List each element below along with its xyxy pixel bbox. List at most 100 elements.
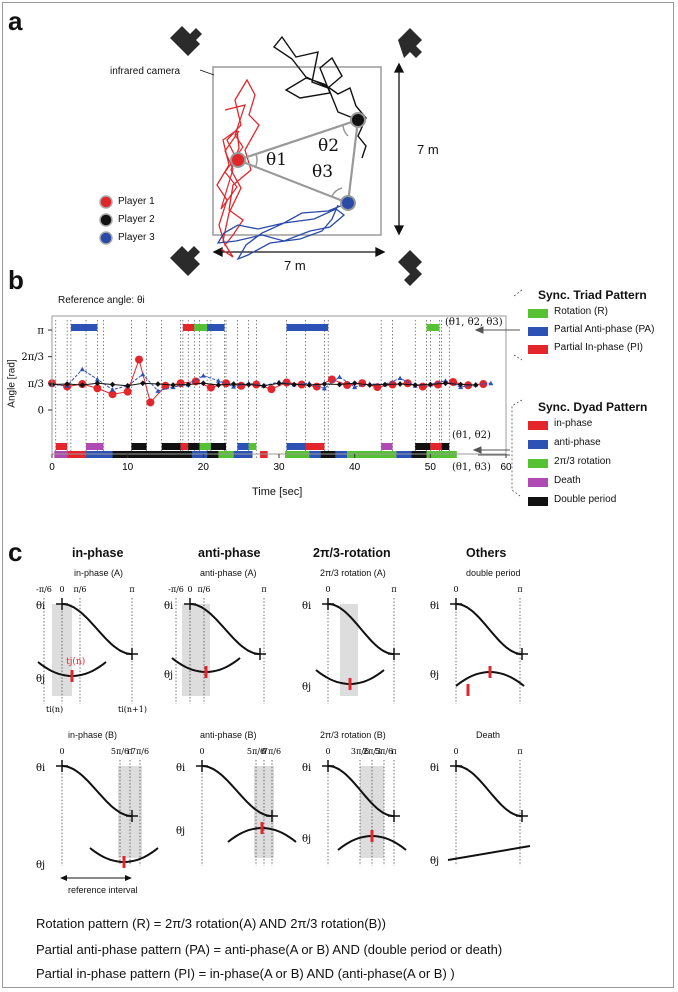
data-point — [230, 381, 237, 387]
dyad-legend-rotation: 2π/3 rotation — [554, 456, 611, 467]
data-point — [206, 383, 215, 392]
legend-player-2: Player 2 — [118, 214, 155, 225]
data-point — [139, 380, 146, 387]
peak-marker — [196, 760, 278, 822]
theta-i-curve — [327, 765, 395, 817]
tick-label: 0 — [453, 585, 458, 594]
data-point — [93, 384, 102, 393]
tick-label: 0 — [187, 585, 192, 594]
theta-1-label: θ1 — [266, 150, 288, 170]
data-point — [140, 371, 146, 377]
theta-j-label: θj — [176, 826, 185, 837]
data-point — [351, 380, 358, 387]
row-label-triad: (θ1, θ2, θ3) — [445, 317, 503, 328]
data-point — [123, 387, 132, 396]
theta-j-label: θj — [302, 834, 311, 845]
data-point — [155, 388, 161, 393]
player-triangle — [234, 118, 360, 205]
data-point — [110, 387, 116, 392]
tick-label: 0 — [59, 747, 64, 756]
mini-plot: 0 π θi θj — [302, 585, 400, 704]
tick-label: π — [127, 747, 132, 756]
tick-label: 0 — [325, 585, 330, 594]
camera-icon — [398, 28, 422, 58]
dyad-legend-title: Sync. Dyad Pattern — [538, 400, 648, 414]
dyad12-pattern-bar — [161, 443, 181, 450]
tick-label: π — [261, 585, 266, 594]
player-2-trajectory — [272, 35, 367, 159]
data-point — [64, 381, 70, 387]
theta-i-curve — [189, 603, 261, 655]
data-point — [245, 381, 252, 388]
data-point — [261, 382, 267, 389]
title-in-phase-b: in-phase (B) — [68, 730, 118, 740]
theta-j-label: θj — [164, 670, 173, 681]
theta-i-label: θi — [36, 763, 45, 774]
data-point — [94, 380, 101, 387]
data-point — [479, 380, 488, 389]
player-2-dot — [350, 112, 366, 128]
theta-i-curve — [61, 765, 133, 817]
dyad-legend-double-period: Double period — [554, 494, 617, 505]
dyad12-pattern-bar — [199, 443, 211, 450]
data-point — [382, 381, 388, 388]
theta-i-label: θi — [430, 601, 439, 612]
tick-label: π/6 — [197, 585, 210, 594]
theta-j-curve — [447, 845, 531, 861]
tick-label: 7π/6 — [131, 747, 149, 756]
data-point — [200, 373, 206, 378]
tick-label: 5π/6 — [111, 747, 129, 756]
dyad-legend-in-phase: in-phase — [554, 418, 593, 429]
legend-dot-player-2 — [99, 213, 113, 227]
dyad12-pattern-bar — [305, 443, 325, 450]
theta-i-curve — [61, 603, 133, 655]
triad-pattern-bar — [182, 324, 195, 331]
tick-label: 0 — [59, 585, 64, 594]
title-rotation-b: 2π/3 rotation (B) — [320, 730, 386, 740]
dyad12-pattern-bar — [55, 443, 68, 450]
data-point — [397, 375, 403, 381]
data-point — [215, 378, 221, 383]
triad-pattern-bar — [286, 324, 329, 331]
legend-player-3: Player 3 — [118, 232, 155, 243]
title-anti-phase-a: anti-phase (A) — [200, 568, 257, 578]
reference-angle-text: Reference angle: θi — [58, 295, 145, 306]
panel-b-label: b — [8, 265, 24, 295]
mini-plot: 0 3π/62π/35π/6π θi θj — [302, 747, 407, 866]
theta-i-curve — [327, 603, 395, 655]
data-point — [94, 376, 100, 382]
data-point — [433, 380, 442, 389]
tick-label: π — [517, 585, 522, 594]
x-tick-label: 10 — [122, 462, 134, 473]
triad-legend-partial-in: Partial In-phase (PI) — [554, 342, 643, 353]
dyad12-pattern-bar — [210, 443, 227, 450]
theta-j-label: θj — [430, 856, 439, 867]
legend-dot-player-3 — [99, 231, 113, 245]
data-point — [472, 382, 479, 388]
tick-label: π — [129, 585, 134, 594]
row-label-dyad-13: (θ1, θ3) — [452, 462, 491, 473]
shaded-interval — [340, 604, 358, 696]
peak-marker — [184, 598, 266, 660]
data-point — [336, 381, 343, 388]
x-tick-label: 20 — [198, 462, 210, 473]
player-1-trajectory — [216, 78, 260, 258]
tick-label: 0 — [453, 747, 458, 756]
triad-pattern-bar — [207, 324, 225, 331]
data-point — [457, 381, 464, 388]
reference-interval-label: reference interval — [68, 885, 138, 895]
y-tick-label: 0 — [38, 406, 44, 417]
dyad12-pattern-bar — [180, 443, 189, 450]
data-point — [215, 382, 222, 388]
dyad12-pattern-bar — [286, 443, 306, 450]
data-point — [403, 379, 412, 388]
shaded-interval — [182, 604, 210, 696]
triad-pattern-bar — [194, 324, 208, 331]
tick-label: -π/6 — [168, 585, 184, 594]
data-point — [412, 382, 419, 388]
